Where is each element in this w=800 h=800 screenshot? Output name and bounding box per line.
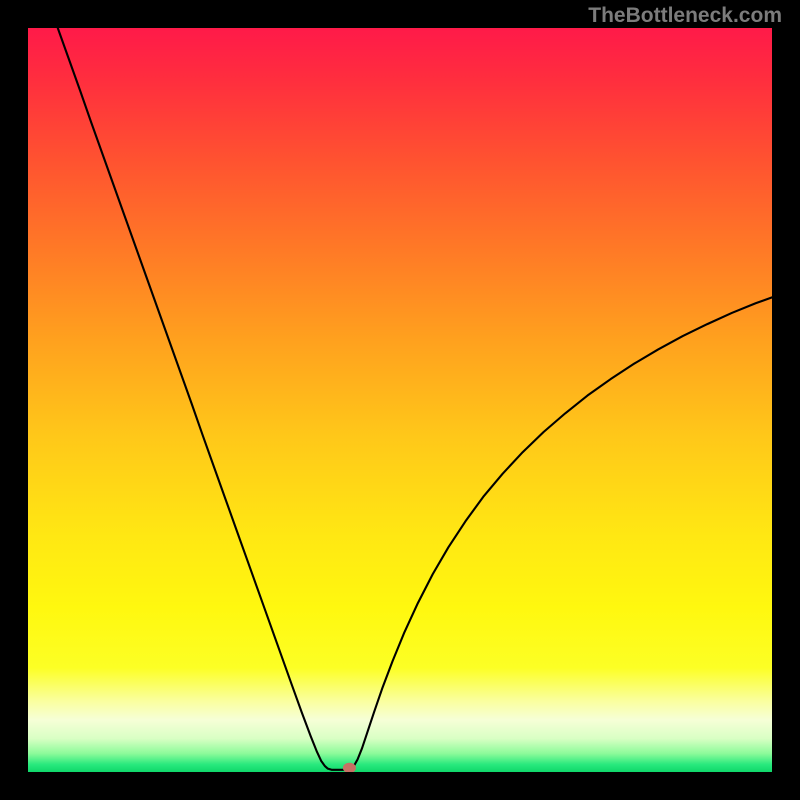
chart-background bbox=[28, 28, 772, 772]
chart-area bbox=[28, 28, 772, 772]
bottleneck-chart-svg bbox=[28, 28, 772, 772]
watermark-text: TheBottleneck.com bbox=[588, 4, 782, 28]
